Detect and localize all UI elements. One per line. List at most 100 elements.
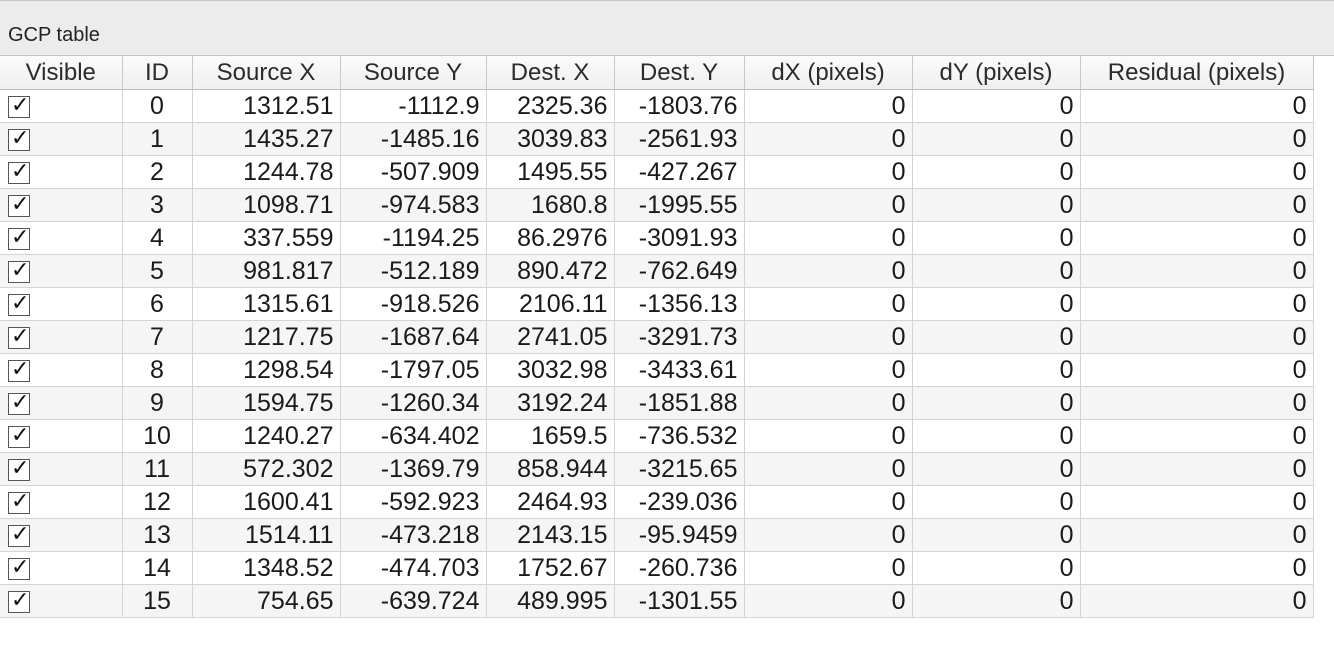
dy-cell[interactable]: 0 bbox=[912, 419, 1081, 453]
column-header-dest-x[interactable]: Dest. X bbox=[486, 56, 615, 90]
source-y-cell[interactable]: -974.583 bbox=[340, 188, 487, 222]
id-cell[interactable]: 15 bbox=[122, 584, 193, 618]
source-y-cell[interactable]: -639.724 bbox=[340, 584, 487, 618]
table-row[interactable]: ✓ 1 1435.27 -1485.16 3039.83 -2561.93 0 0 0 bbox=[0, 122, 1314, 156]
visible-checkbox[interactable]: ✓ bbox=[8, 291, 30, 316]
dest-x-cell[interactable]: 1680.8 bbox=[486, 188, 615, 222]
id-cell[interactable]: 14 bbox=[122, 551, 193, 585]
source-y-cell[interactable]: -1369.79 bbox=[340, 452, 487, 486]
id-cell[interactable]: 8 bbox=[122, 353, 193, 387]
residual-cell[interactable]: 0 bbox=[1080, 188, 1314, 222]
dest-x-cell[interactable]: 2106.11 bbox=[486, 287, 615, 321]
gcp-table-viewport[interactable]: Visible ID Source X Source Y Dest. X Des… bbox=[0, 55, 1334, 649]
source-x-cell[interactable]: 1217.75 bbox=[192, 320, 341, 354]
column-header-source-y[interactable]: Source Y bbox=[340, 56, 487, 90]
column-header-id[interactable]: ID bbox=[122, 56, 193, 90]
dx-cell[interactable]: 0 bbox=[744, 485, 913, 519]
source-x-cell[interactable]: 1514.11 bbox=[192, 518, 341, 552]
dx-cell[interactable]: 0 bbox=[744, 89, 913, 123]
table-row[interactable]: ✓ 11 572.302 -1369.79 858.944 -3215.65 0 0 0 bbox=[0, 452, 1314, 486]
dest-x-cell[interactable]: 1495.55 bbox=[486, 155, 615, 189]
residual-cell[interactable]: 0 bbox=[1080, 320, 1314, 354]
residual-cell[interactable]: 0 bbox=[1080, 353, 1314, 387]
id-cell[interactable]: 2 bbox=[122, 155, 193, 189]
source-y-cell[interactable]: -1687.64 bbox=[340, 320, 487, 354]
dx-cell[interactable]: 0 bbox=[744, 518, 913, 552]
id-cell[interactable]: 12 bbox=[122, 485, 193, 519]
dest-y-cell[interactable]: -260.736 bbox=[614, 551, 745, 585]
residual-cell[interactable]: 0 bbox=[1080, 551, 1314, 585]
dx-cell[interactable]: 0 bbox=[744, 287, 913, 321]
source-y-cell[interactable]: -473.218 bbox=[340, 518, 487, 552]
dy-cell[interactable]: 0 bbox=[912, 287, 1081, 321]
table-row[interactable]: ✓ 7 1217.75 -1687.64 2741.05 -3291.73 0 0 0 bbox=[0, 320, 1314, 354]
dest-y-cell[interactable]: -3215.65 bbox=[614, 452, 745, 486]
dy-cell[interactable]: 0 bbox=[912, 221, 1081, 255]
residual-cell[interactable]: 0 bbox=[1080, 221, 1314, 255]
residual-cell[interactable]: 0 bbox=[1080, 287, 1314, 321]
residual-cell[interactable]: 0 bbox=[1080, 485, 1314, 519]
dy-cell[interactable]: 0 bbox=[912, 254, 1081, 288]
dest-x-cell[interactable]: 86.2976 bbox=[486, 221, 615, 255]
dx-cell[interactable]: 0 bbox=[744, 155, 913, 189]
table-row[interactable]: ✓ 2 1244.78 -507.909 1495.55 -427.267 0 0 0 bbox=[0, 155, 1314, 189]
source-x-cell[interactable]: 337.559 bbox=[192, 221, 341, 255]
dest-y-cell[interactable]: -239.036 bbox=[614, 485, 745, 519]
id-cell[interactable]: 11 bbox=[122, 452, 193, 486]
dy-cell[interactable]: 0 bbox=[912, 353, 1081, 387]
source-y-cell[interactable]: -592.923 bbox=[340, 485, 487, 519]
residual-cell[interactable]: 0 bbox=[1080, 155, 1314, 189]
dy-cell[interactable]: 0 bbox=[912, 188, 1081, 222]
residual-cell[interactable]: 0 bbox=[1080, 122, 1314, 156]
source-y-cell[interactable]: -1194.25 bbox=[340, 221, 487, 255]
residual-cell[interactable]: 0 bbox=[1080, 89, 1314, 123]
id-cell[interactable]: 4 bbox=[122, 221, 193, 255]
dest-y-cell[interactable]: -1356.13 bbox=[614, 287, 745, 321]
source-y-cell[interactable]: -1485.16 bbox=[340, 122, 487, 156]
visible-checkbox[interactable]: ✓ bbox=[8, 588, 30, 613]
visible-checkbox[interactable]: ✓ bbox=[8, 489, 30, 514]
dy-cell[interactable]: 0 bbox=[912, 155, 1081, 189]
source-x-cell[interactable]: 1600.41 bbox=[192, 485, 341, 519]
source-y-cell[interactable]: -507.909 bbox=[340, 155, 487, 189]
column-header-visible[interactable]: Visible bbox=[0, 56, 123, 90]
dest-x-cell[interactable]: 3192.24 bbox=[486, 386, 615, 420]
dx-cell[interactable]: 0 bbox=[744, 188, 913, 222]
table-row[interactable]: ✓ 4 337.559 -1194.25 86.2976 -3091.93 0 0 0 bbox=[0, 221, 1314, 255]
source-y-cell[interactable]: -634.402 bbox=[340, 419, 487, 453]
dx-cell[interactable]: 0 bbox=[744, 254, 913, 288]
table-row[interactable]: ✓ 14 1348.52 -474.703 1752.67 -260.736 0 0 0 bbox=[0, 551, 1314, 585]
dest-y-cell[interactable]: -3091.93 bbox=[614, 221, 745, 255]
dy-cell[interactable]: 0 bbox=[912, 320, 1081, 354]
source-x-cell[interactable]: 1244.78 bbox=[192, 155, 341, 189]
dest-x-cell[interactable]: 858.944 bbox=[486, 452, 615, 486]
residual-cell[interactable]: 0 bbox=[1080, 386, 1314, 420]
table-row[interactable]: ✓ 12 1600.41 -592.923 2464.93 -239.036 0 0 0 bbox=[0, 485, 1314, 519]
id-cell[interactable]: 6 bbox=[122, 287, 193, 321]
source-x-cell[interactable]: 1312.51 bbox=[192, 89, 341, 123]
source-y-cell[interactable]: -474.703 bbox=[340, 551, 487, 585]
dest-x-cell[interactable]: 1659.5 bbox=[486, 419, 615, 453]
source-x-cell[interactable]: 1348.52 bbox=[192, 551, 341, 585]
id-cell[interactable]: 9 bbox=[122, 386, 193, 420]
dest-y-cell[interactable]: -3433.61 bbox=[614, 353, 745, 387]
dest-y-cell[interactable]: -762.649 bbox=[614, 254, 745, 288]
source-y-cell[interactable]: -1260.34 bbox=[340, 386, 487, 420]
visible-checkbox[interactable]: ✓ bbox=[8, 159, 30, 184]
dx-cell[interactable]: 0 bbox=[744, 419, 913, 453]
dy-cell[interactable]: 0 bbox=[912, 89, 1081, 123]
visible-checkbox[interactable]: ✓ bbox=[8, 456, 30, 481]
table-row[interactable]: ✓ 9 1594.75 -1260.34 3192.24 -1851.88 0 0 0 bbox=[0, 386, 1314, 420]
table-row[interactable]: ✓ 3 1098.71 -974.583 1680.8 -1995.55 0 0 0 bbox=[0, 188, 1314, 222]
column-header-dy[interactable]: dY (pixels) bbox=[912, 56, 1081, 90]
dy-cell[interactable]: 0 bbox=[912, 584, 1081, 618]
visible-checkbox[interactable]: ✓ bbox=[8, 357, 30, 382]
dest-y-cell[interactable]: -3291.73 bbox=[614, 320, 745, 354]
dx-cell[interactable]: 0 bbox=[744, 386, 913, 420]
visible-checkbox[interactable]: ✓ bbox=[8, 555, 30, 580]
source-x-cell[interactable]: 1240.27 bbox=[192, 419, 341, 453]
dest-x-cell[interactable]: 2464.93 bbox=[486, 485, 615, 519]
table-row[interactable]: ✓ 0 1312.51 -1112.9 2325.36 -1803.76 0 0 0 bbox=[0, 89, 1314, 123]
table-row[interactable]: ✓ 6 1315.61 -918.526 2106.11 -1356.13 0 0 0 bbox=[0, 287, 1314, 321]
column-header-dx[interactable]: dX (pixels) bbox=[744, 56, 913, 90]
